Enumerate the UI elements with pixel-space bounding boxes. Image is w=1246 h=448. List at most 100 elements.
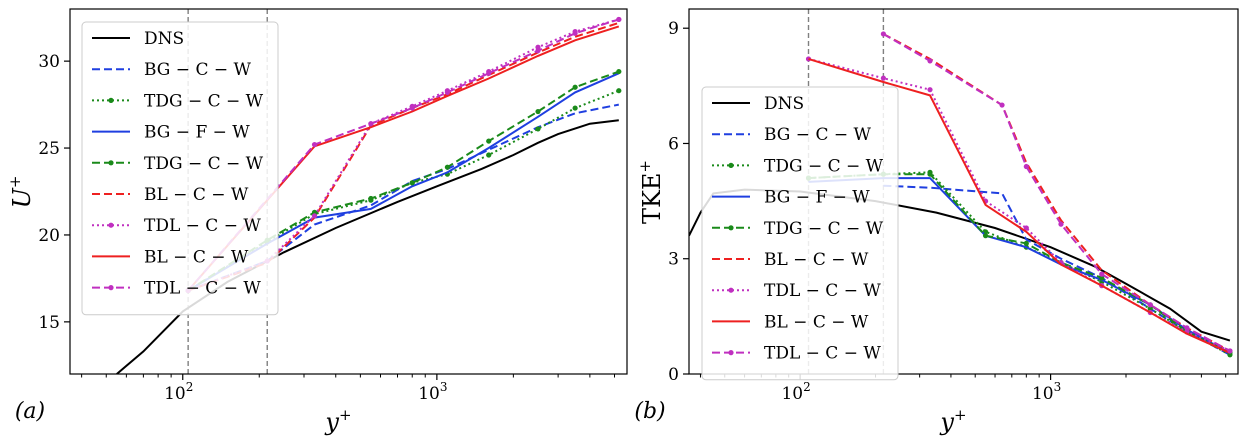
legend-label: TDG − C − W xyxy=(764,156,884,176)
y-tick-label: 25 xyxy=(38,139,60,159)
legend-label: DNS xyxy=(144,29,184,49)
data-point xyxy=(486,152,492,158)
legend-label: BL − C − W xyxy=(764,312,869,332)
legend-label: BL − C − W xyxy=(144,185,249,205)
legend-marker xyxy=(728,350,734,356)
legend-box xyxy=(701,86,899,381)
data-point xyxy=(1023,240,1029,246)
data-point xyxy=(999,102,1005,108)
data-point xyxy=(927,58,933,64)
y-tick-label: 3 xyxy=(668,250,679,270)
series-line-7 xyxy=(187,18,620,292)
data-point xyxy=(368,195,374,202)
panel-tag: (b) xyxy=(634,399,665,424)
data-point xyxy=(1227,348,1233,354)
data-point xyxy=(409,105,415,111)
data-point xyxy=(486,70,492,76)
legend: DNS BG − C − W TDG − C − W BG − F − W TDG − … xyxy=(81,21,279,316)
legend-label: TDG − C − W xyxy=(144,154,264,174)
data-point xyxy=(572,30,578,36)
data-point xyxy=(486,138,492,144)
series-line-2 xyxy=(883,184,1231,356)
x-tick-label: 103 xyxy=(1032,380,1061,404)
data-point xyxy=(616,16,622,23)
series-line-3 xyxy=(187,89,620,292)
plot-frame xyxy=(688,8,1239,375)
series-line-5 xyxy=(187,70,620,292)
data-point xyxy=(880,75,886,81)
data-point xyxy=(880,31,886,37)
panel-tag: (a) xyxy=(15,399,45,424)
data-point xyxy=(311,213,318,219)
y-tick-label: 20 xyxy=(38,226,60,246)
y-axis-label: TKE+ xyxy=(636,160,666,224)
legend-box xyxy=(81,21,279,316)
data-point xyxy=(1058,221,1064,227)
series-line-6 xyxy=(882,33,1231,352)
series-line-5 xyxy=(808,173,1231,354)
chart-panel-2: 102 103 0 3 6 9 y+ TKE+ (b) DNS BG − C − W TDG − C … xyxy=(634,8,1239,436)
series-line-4 xyxy=(187,72,620,292)
series-line-8 xyxy=(187,25,620,292)
legend-label: BL − C − W xyxy=(144,247,249,267)
data-point xyxy=(1099,275,1105,281)
data-point xyxy=(1023,163,1029,170)
legend-label: TDG − C − W xyxy=(764,219,884,239)
legend-label: BG − F − W xyxy=(764,188,870,208)
y-tick-label: 0 xyxy=(668,365,679,385)
x-axis-label: y+ xyxy=(939,406,966,436)
y-tick-label: 15 xyxy=(38,313,60,333)
legend-label: TDL − C − W xyxy=(764,344,881,364)
x-tick-label: 103 xyxy=(418,380,447,404)
x-tick-label: 102 xyxy=(164,380,193,404)
legend-marker xyxy=(108,222,114,228)
x-axis-label: y+ xyxy=(324,406,351,436)
y-tick-label: 6 xyxy=(668,134,679,154)
legend-marker xyxy=(108,97,114,103)
data-point xyxy=(311,141,318,148)
legend-marker xyxy=(728,162,734,168)
legend-marker xyxy=(108,160,114,166)
legend-label: BG − F − W xyxy=(144,123,250,143)
data-point xyxy=(409,180,415,186)
data-point xyxy=(444,164,450,170)
data-point xyxy=(535,126,541,132)
chart-panel-1: 102 103 15 20 25 30 y+ U+ (a) DNS BG − C − W TDG − … xyxy=(6,8,628,436)
legend-label: BL − C − W xyxy=(764,250,869,270)
legend-label: TDL − C − W xyxy=(764,281,881,301)
y-tick-label: 30 xyxy=(38,52,60,72)
legend: DNS BG − C − W TDG − C − W BG − F − W TDG − … xyxy=(701,86,899,381)
data-point xyxy=(1184,325,1190,331)
data-point xyxy=(616,88,622,94)
data-point xyxy=(927,171,933,177)
data-point xyxy=(1147,306,1153,312)
legend-marker xyxy=(728,225,734,231)
series-line-9 xyxy=(882,33,1231,352)
legend-label: BG − C − W xyxy=(764,125,871,145)
y-tick-label: 9 xyxy=(668,19,679,39)
legend-marker xyxy=(728,287,734,293)
x-tick-label: 102 xyxy=(781,380,810,404)
legend-label: DNS xyxy=(764,94,804,114)
data-point xyxy=(616,68,622,75)
series-line-9 xyxy=(187,18,620,292)
legend-marker xyxy=(108,285,114,291)
data-point xyxy=(927,87,933,93)
series-line-6 xyxy=(187,21,620,292)
data-point xyxy=(572,84,578,90)
data-point xyxy=(444,89,450,96)
data-point xyxy=(535,48,541,54)
y-axis-label: U+ xyxy=(6,176,36,209)
data-point xyxy=(1147,302,1153,308)
legend-label: BG − C − W xyxy=(144,60,251,80)
plot-frame xyxy=(69,8,628,375)
data-point xyxy=(1099,271,1105,277)
series-line-8 xyxy=(808,57,1231,354)
data-point xyxy=(982,233,989,239)
legend-label: TDG − C − W xyxy=(144,91,264,111)
data-point xyxy=(535,108,541,115)
legend-label: TDL − C − W xyxy=(144,279,261,299)
data-point xyxy=(1023,225,1029,231)
data-point xyxy=(368,121,374,127)
